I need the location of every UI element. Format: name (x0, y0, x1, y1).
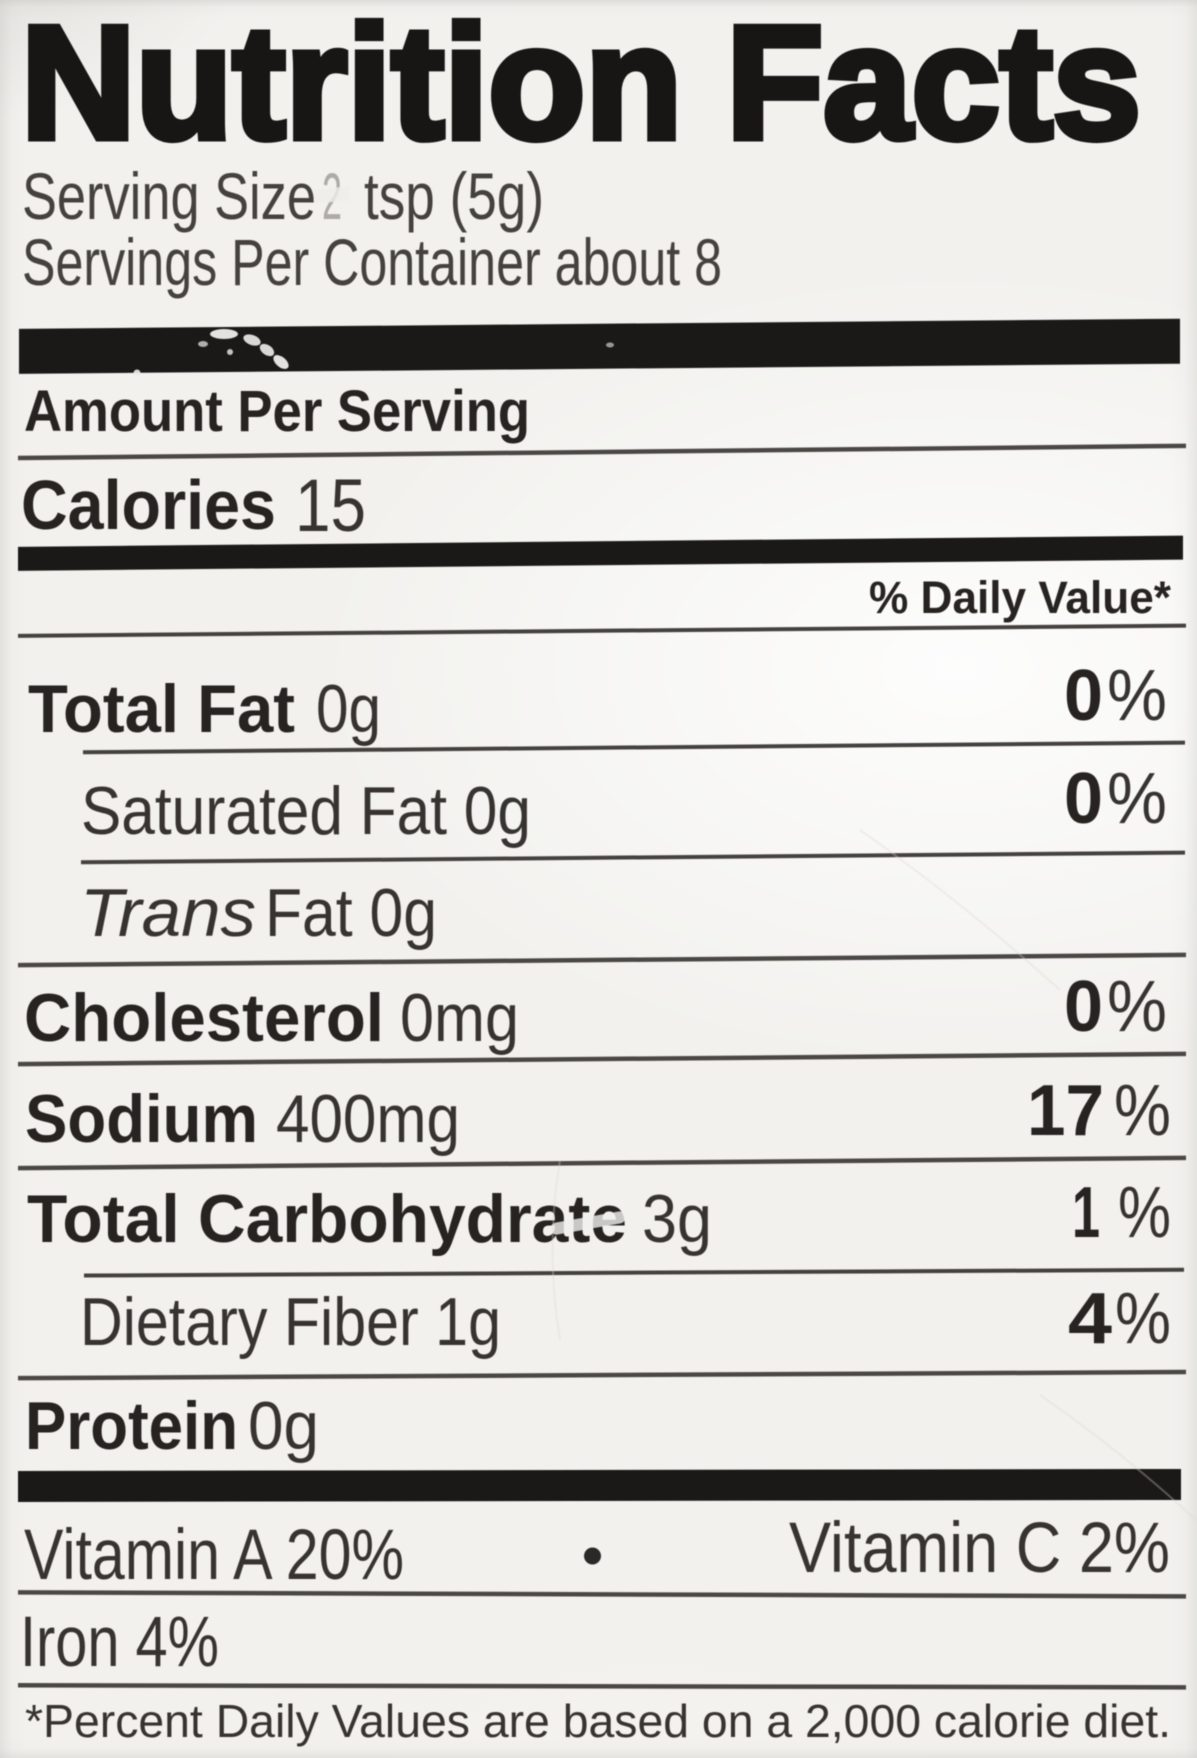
svg-text:17: 17 (1027, 1071, 1104, 1151)
svg-text:Trans: Trans (80, 875, 256, 951)
svg-text:0: 0 (1064, 656, 1103, 736)
svg-text:% Daily Value*: % Daily Value* (869, 572, 1171, 623)
svg-text:0mg: 0mg (400, 980, 519, 1056)
svg-text:%: % (1114, 1071, 1171, 1151)
svg-text:Dietary Fiber 1g: Dietary Fiber 1g (80, 1284, 501, 1360)
svg-text:%: % (1115, 1279, 1171, 1359)
svg-text:Amount Per Serving: Amount Per Serving (24, 379, 530, 444)
svg-text:Fat 0g: Fat 0g (265, 875, 437, 951)
svg-text:Iron 4%: Iron 4% (20, 1603, 219, 1682)
svg-text:Sodium: Sodium (25, 1081, 258, 1157)
svg-text:Protein: Protein (25, 1388, 238, 1464)
svg-text:Serving Size: Serving Size (22, 159, 316, 233)
svg-text:Calories: Calories (21, 466, 276, 544)
svg-text:Servings Per Container about 8: Servings Per Container about 8 (22, 225, 722, 299)
svg-text:0: 0 (1064, 967, 1103, 1047)
svg-text:Vitamin C 2%: Vitamin C 2% (789, 1509, 1170, 1588)
svg-text:Saturated Fat 0g: Saturated Fat 0g (81, 773, 531, 849)
svg-text:1: 1 (1072, 1173, 1100, 1253)
svg-text:0: 0 (1064, 759, 1103, 839)
svg-text:3g: 3g (642, 1181, 712, 1257)
svg-text:4: 4 (1068, 1279, 1112, 1359)
svg-text:%: % (1107, 656, 1167, 736)
svg-text:Total Carbohydrate: Total Carbohydrate (27, 1181, 627, 1257)
svg-text:%: % (1107, 759, 1167, 839)
svg-text:*Percent Daily Values are base: *Percent Daily Values are based on a 2,0… (25, 1695, 1171, 1747)
svg-text:Nutrition Facts: Nutrition Facts (21, 0, 1141, 173)
svg-text:15: 15 (295, 464, 366, 547)
svg-text:Cholesterol: Cholesterol (24, 980, 384, 1056)
svg-text:Total Fat: Total Fat (28, 671, 295, 747)
svg-text:Vitamin A 20%: Vitamin A 20% (24, 1516, 404, 1595)
svg-text:%: % (1118, 1173, 1171, 1253)
svg-text:0g: 0g (316, 671, 381, 747)
svg-text:400mg: 400mg (276, 1081, 460, 1157)
svg-text:0g: 0g (248, 1388, 319, 1464)
svg-text:%: % (1107, 967, 1167, 1047)
svg-text:tsp (5g): tsp (5g) (364, 159, 544, 233)
